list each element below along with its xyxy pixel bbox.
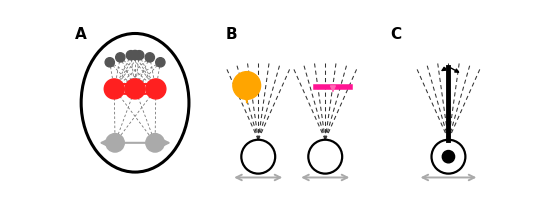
Circle shape	[309, 140, 342, 174]
Circle shape	[116, 53, 125, 62]
Circle shape	[156, 58, 165, 67]
Circle shape	[125, 79, 145, 99]
Circle shape	[442, 150, 455, 163]
Circle shape	[146, 79, 166, 99]
Circle shape	[241, 140, 275, 174]
Text: C: C	[391, 27, 402, 42]
Circle shape	[106, 134, 124, 152]
Circle shape	[134, 51, 144, 60]
Circle shape	[146, 134, 164, 152]
Circle shape	[431, 140, 465, 174]
Circle shape	[233, 72, 261, 99]
Circle shape	[145, 53, 155, 62]
Circle shape	[131, 50, 140, 60]
Circle shape	[126, 51, 136, 60]
Text: B: B	[225, 27, 237, 42]
Circle shape	[105, 58, 114, 67]
Text: A: A	[75, 27, 86, 42]
Circle shape	[104, 79, 124, 99]
